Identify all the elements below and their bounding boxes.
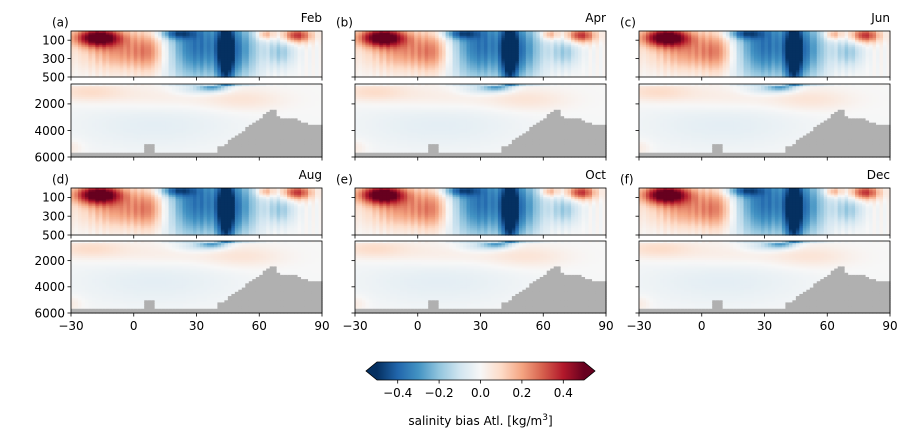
x-tick-label: −30 (626, 319, 651, 333)
panel-month-title: Jun (870, 11, 890, 25)
x-tick-label: 60 (536, 319, 551, 333)
x-tick-label: 60 (252, 319, 267, 333)
panel-dec: −30 0 30 60 90 (f) Dec (620, 168, 898, 333)
y-tick-label-upper: 300 (42, 210, 65, 224)
x-tick-label: 30 (189, 319, 204, 333)
panel-month-title: Feb (301, 11, 322, 25)
y-tick-label-lower: 6000 (34, 150, 65, 164)
panel-letter: (a) (52, 16, 69, 30)
x-tick-label: 0 (130, 319, 138, 333)
y-tick-label-lower: 2000 (34, 97, 65, 111)
y-tick-label-lower: 4000 (34, 124, 65, 138)
y-tick-label-upper: 500 (42, 70, 65, 84)
panel-letter: (f) (620, 173, 634, 187)
x-tick-label: 30 (757, 319, 772, 333)
figure: 100300500200040006000(a) Feb (b) Apr (c) Jun1… (0, 0, 921, 448)
y-tick-label-upper: 100 (42, 191, 65, 205)
y-tick-label-lower: 2000 (34, 254, 65, 268)
panel-month-title: Aug (299, 168, 322, 182)
x-tick-label: 0 (414, 319, 422, 333)
panel-letter: (c) (620, 16, 636, 30)
colorbar-extend-low (366, 362, 377, 380)
panel-jun: (c) Jun (620, 11, 891, 161)
y-tick-label-upper: 500 (42, 228, 65, 242)
colorbar-tick-label: −0.4 (383, 386, 412, 400)
panel-letter: (e) (336, 173, 353, 187)
panel-month-title: Dec (867, 168, 890, 182)
x-tick-label: −30 (58, 319, 83, 333)
panel-month-title: Apr (585, 11, 606, 25)
x-tick-label: 90 (598, 319, 613, 333)
panel-letter: (d) (52, 173, 69, 187)
colorbar-extend-high (584, 362, 595, 380)
colorbar-gradient (377, 362, 584, 380)
panel-apr: (b) Apr (336, 11, 607, 161)
y-tick-label-upper: 100 (42, 34, 65, 48)
colorbar-tick-label: −0.2 (425, 386, 454, 400)
x-tick-label: 90 (314, 319, 329, 333)
x-tick-label: 30 (473, 319, 488, 333)
x-tick-label: 90 (882, 319, 897, 333)
panel-oct: −30 0 30 60 90 (e) Oct (336, 168, 614, 333)
colorbar-tick-label: 0.4 (554, 386, 573, 400)
panel-letter: (b) (336, 16, 353, 30)
y-tick-label-upper: 300 (42, 52, 65, 66)
x-tick-label: −30 (342, 319, 367, 333)
colorbar-label: salinity bias Atl. [kg/m3] (408, 413, 552, 428)
panel-month-title: Oct (585, 168, 606, 182)
colorbar-tick-label: 0.2 (512, 386, 531, 400)
x-tick-label: 0 (698, 319, 706, 333)
panel-feb: 100 300 500 2000 4000 6000 (a) Feb (34, 11, 322, 164)
x-tick-label: 60 (820, 319, 835, 333)
colorbar-tick-label: 0.0 (471, 386, 490, 400)
y-tick-label-lower: 4000 (34, 280, 65, 294)
